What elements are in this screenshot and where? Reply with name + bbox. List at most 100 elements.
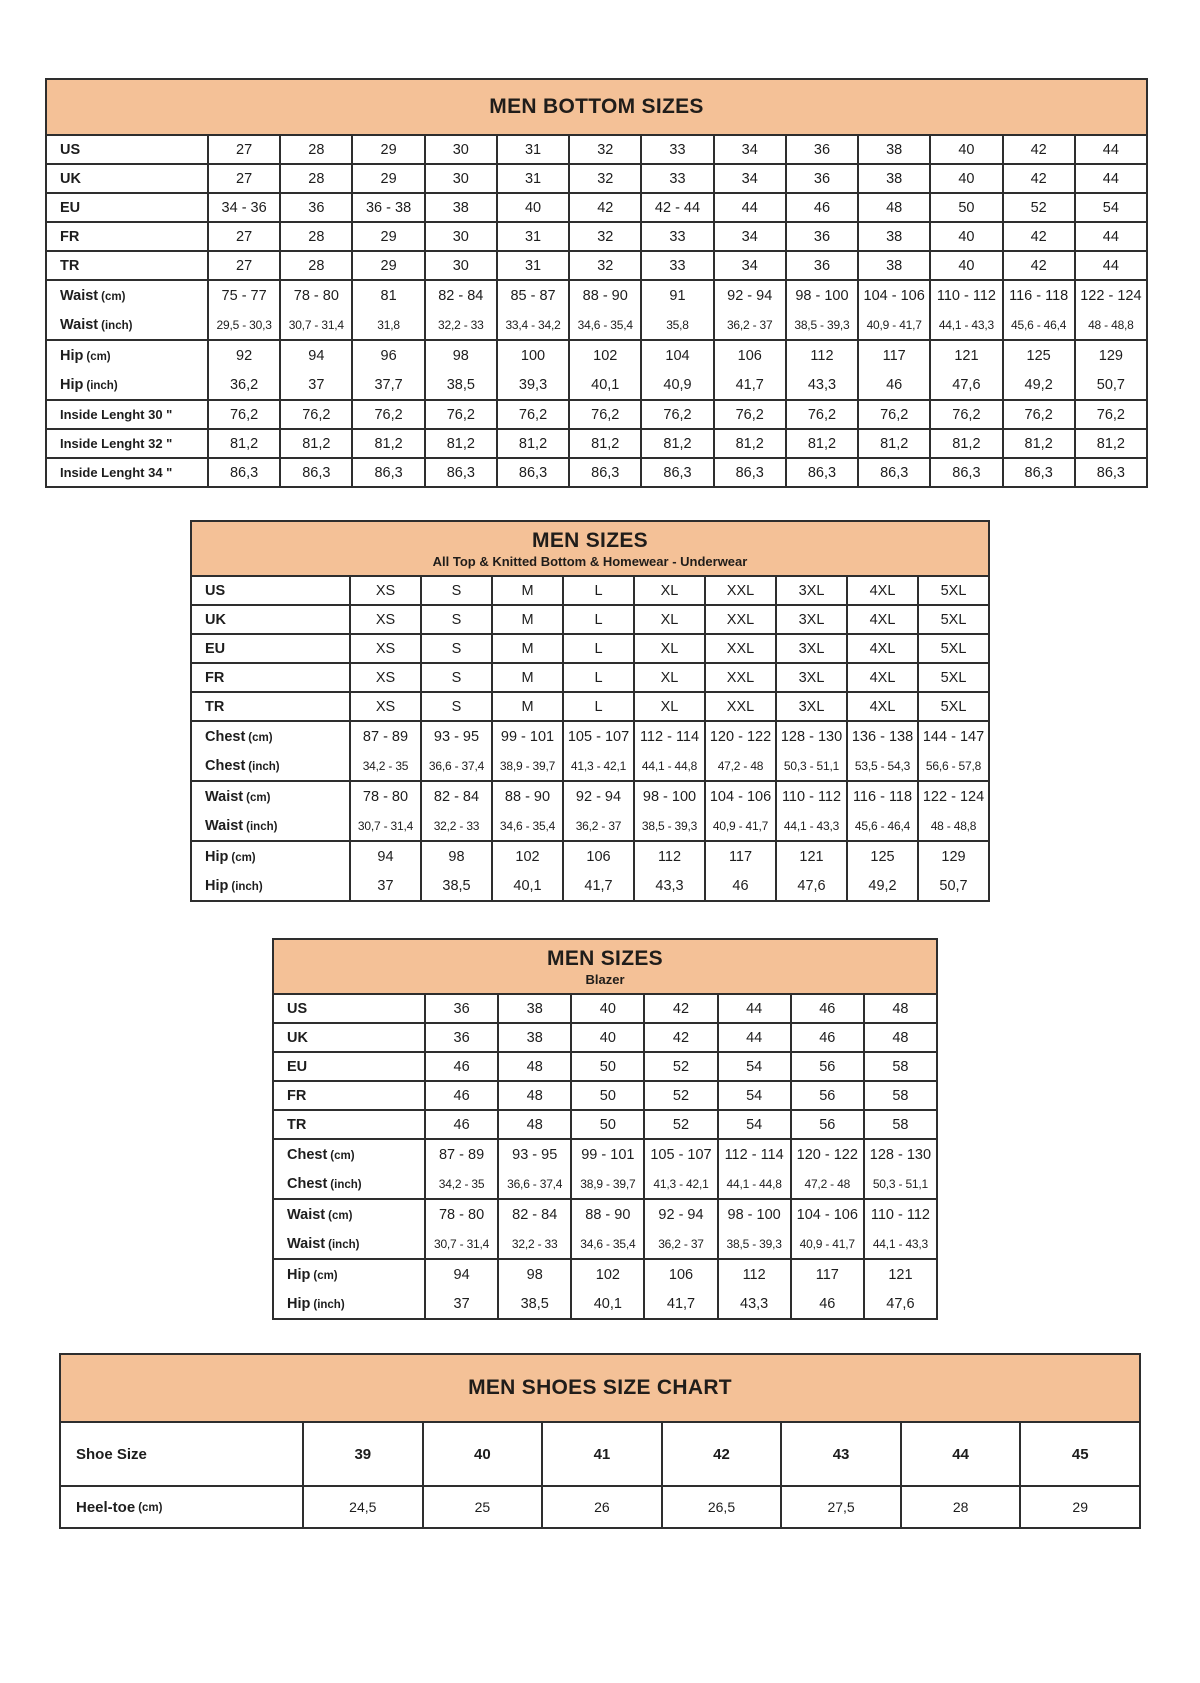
size-cell: 50,7 (917, 871, 988, 900)
size-cell: 46 (424, 1053, 497, 1080)
row-label-unit: (inch) (246, 820, 278, 833)
size-cell: 31,8 (351, 310, 423, 339)
size-cell: 81,2 (351, 430, 423, 457)
size-cell: 48 - 48,8 (1073, 310, 1146, 339)
size-cell: XS (349, 606, 420, 633)
row-label-text: Inside Lenght 34 " (60, 465, 173, 480)
table-row: Waist (cm) 78 - 80 82 - 84 88 - 90 92 - 94 98 … (274, 1200, 936, 1229)
row-label: Hip (inch) (192, 871, 349, 900)
size-cell: 44 (712, 194, 785, 221)
table-row: Chest (cm) 87 - 89 93 - 95 99 - 101 105 - 107… (192, 722, 988, 751)
size-cell: 106 (562, 842, 633, 871)
row-group: FR 27 28 29 30 31 32 33 34 36 38 40 42 44 (47, 221, 1146, 250)
size-cell: 98 (420, 842, 491, 871)
row-label: UK (47, 165, 207, 192)
row-label: Hip (cm) (47, 341, 207, 370)
size-cell: 38 (497, 995, 570, 1022)
row-label: EU (47, 194, 207, 221)
size-cell: 36 (784, 252, 857, 279)
size-cell: 46 (857, 370, 929, 399)
size-cell: 112 (633, 842, 704, 871)
size-cell: 48 (497, 1111, 570, 1138)
row-label: UK (274, 1024, 424, 1051)
size-cell: 48 (497, 1053, 570, 1080)
size-cell: L (562, 693, 633, 720)
row-label: EU (274, 1053, 424, 1080)
row-label: US (274, 995, 424, 1022)
size-cell: 44 (1073, 136, 1146, 163)
size-cell: L (562, 577, 633, 604)
table-row: TR 46 48 50 52 54 56 58 (274, 1111, 936, 1138)
row-label-text: TR (60, 257, 80, 274)
size-cell: XL (633, 635, 704, 662)
table-row: EU 46 48 50 52 54 56 58 (274, 1053, 936, 1080)
table-row: Waist (cm) 75 - 77 78 - 80 81 82 - 84 85 - 87 8… (47, 281, 1146, 310)
row-group: Shoe Size 39 40 41 42 43 44 45 (61, 1423, 1139, 1485)
size-cell: 110 - 112 (929, 281, 1001, 310)
size-cell: XS (349, 664, 420, 691)
size-cell: 34 - 36 (207, 194, 279, 221)
size-cell: 112 - 114 (716, 1140, 790, 1169)
row-label-text: Chest (287, 1175, 328, 1192)
row-label-text: Chest (287, 1146, 328, 1163)
row-label: US (192, 577, 349, 604)
size-cell: 98 (497, 1260, 570, 1289)
size-cell: 87 - 89 (349, 722, 420, 751)
size-cell: 106 (643, 1260, 716, 1289)
size-cell: 38 (497, 1024, 570, 1051)
row-group: Hip (cm) 94 98 102 106 112 117 121 Hip (inch) 37 38,… (274, 1258, 936, 1318)
size-cell: 29 (351, 136, 423, 163)
size-cell: 33,4 - 34,2 (495, 310, 568, 339)
table-title: MEN BOTTOM SIZES (489, 95, 704, 118)
row-label-text: Waist (287, 1235, 326, 1252)
size-cell: 110 - 112 (775, 782, 846, 811)
size-cell: 33 (640, 136, 712, 163)
size-cell: 81,2 (857, 430, 929, 457)
size-cell: 4XL (846, 664, 917, 691)
size-cell: 121 (929, 341, 1001, 370)
size-cell: 78 - 80 (349, 782, 420, 811)
size-cell: 81,2 (640, 430, 712, 457)
row-label-unit: (inch) (313, 1298, 345, 1311)
size-cell: 32,2 - 33 (423, 310, 496, 339)
size-cell: 38,5 (497, 1289, 570, 1318)
size-cell: 112 - 114 (633, 722, 704, 751)
size-cell: 81,2 (423, 430, 496, 457)
row-label-unit: (inch) (248, 760, 280, 773)
row-label-text: Waist (287, 1206, 326, 1223)
size-cell: 86,3 (784, 459, 857, 486)
size-cell: 41,7 (643, 1289, 716, 1318)
row-label: Waist (cm) (192, 782, 349, 811)
size-cell: 3XL (775, 635, 846, 662)
size-cell: 5XL (917, 693, 988, 720)
size-cell: 82 - 84 (423, 281, 496, 310)
table-row: Inside Lenght 30 " 76,2 76,2 76,2 76,2 76,2 76… (47, 401, 1146, 428)
table-row: EU 34 - 36 36 36 - 38 38 40 42 42 - 44 44 46 48 50 5… (47, 194, 1146, 221)
size-cell: 106 (712, 341, 785, 370)
table-header: MEN SIZES All Top & Knitted Bottom & Hom… (192, 522, 988, 577)
size-cell: XS (349, 693, 420, 720)
row-label-text: FR (205, 669, 225, 686)
size-cell: XL (633, 577, 704, 604)
row-label-text: UK (287, 1029, 308, 1046)
row-group: EU 34 - 36 36 36 - 38 38 40 42 42 - 44 44 46 48 50 5… (47, 192, 1146, 221)
size-cell: 40,9 (640, 370, 712, 399)
size-cell: 42 (1001, 252, 1074, 279)
size-cell: 28 (279, 252, 351, 279)
row-label-text: Hip (205, 877, 229, 894)
size-cell: 44 (1073, 223, 1146, 250)
size-cell: 52 (643, 1111, 716, 1138)
size-cell: L (562, 635, 633, 662)
size-cell: 34 (712, 252, 785, 279)
size-cell: 76,2 (784, 401, 857, 428)
size-cell: 45 (1019, 1423, 1139, 1485)
row-label-text: Heel-toe (76, 1498, 136, 1516)
size-cell: 32,2 - 33 (497, 1229, 570, 1258)
table-row: FR 46 48 50 52 54 56 58 (274, 1082, 936, 1109)
row-label-unit: (cm) (101, 290, 126, 303)
size-cell: XL (633, 693, 704, 720)
size-cell: 3XL (775, 693, 846, 720)
size-cell: 40 (421, 1423, 542, 1485)
size-cell: 121 (775, 842, 846, 871)
size-cell: M (491, 693, 562, 720)
